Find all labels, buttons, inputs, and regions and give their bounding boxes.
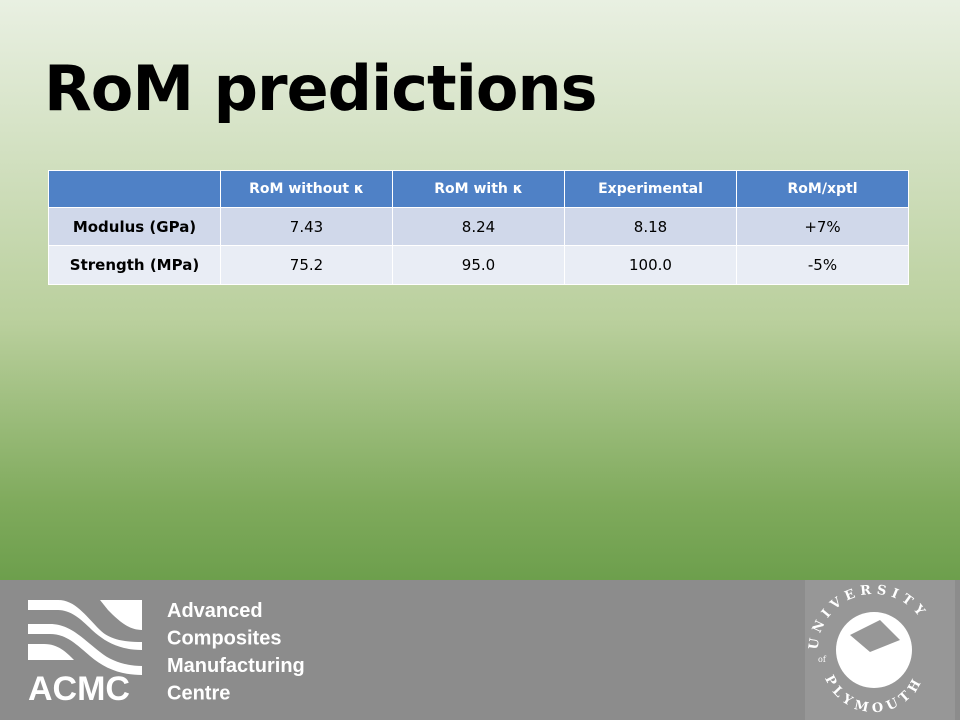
header-row: RoM without κ RoM with κ Experimental RoM/x… [48,170,909,208]
header-cell: Experimental [564,170,737,208]
slide-title: RoM predictions [44,52,598,125]
centre-name-line: Centre [167,683,230,705]
emblem-stripes [850,620,900,652]
table-cell: 8.24 [392,207,565,246]
acmc-logo [28,600,142,675]
table-cell: 95.0 [392,245,565,285]
table-row: Modulus (GPa) 7.43 8.24 8.18 +7% [48,207,909,246]
table-cell: +7% [736,207,909,246]
centre-name-line: Manufacturing [167,655,305,677]
centre-name-line: Composites [167,628,281,650]
footer: ACMC Advanced Composites Manufacturing Cent… [0,580,960,720]
acronym: ACMC [28,670,130,708]
table-cell: 7.43 [220,207,393,246]
row-label: Strength (MPa) [48,245,221,285]
centre-name-line: Advanced [167,600,263,622]
header-cell: RoM without κ [220,170,393,208]
header-cell: RoM with κ [392,170,565,208]
results-table: RoM without κ RoM with κ Experimental RoM/x… [48,170,909,285]
row-label: Modulus (GPa) [48,207,221,246]
header-cell: RoM/xptl [736,170,909,208]
table-cell: 75.2 [220,245,393,285]
table-cell: 8.18 [564,207,737,246]
header-cell [48,170,221,208]
table-cell: -5% [736,245,909,285]
university-of: of [818,655,827,664]
footer-band [0,580,960,720]
table-cell: 100.0 [564,245,737,285]
table-row: Strength (MPa) 75.2 95.0 100.0 -5% [48,245,909,285]
